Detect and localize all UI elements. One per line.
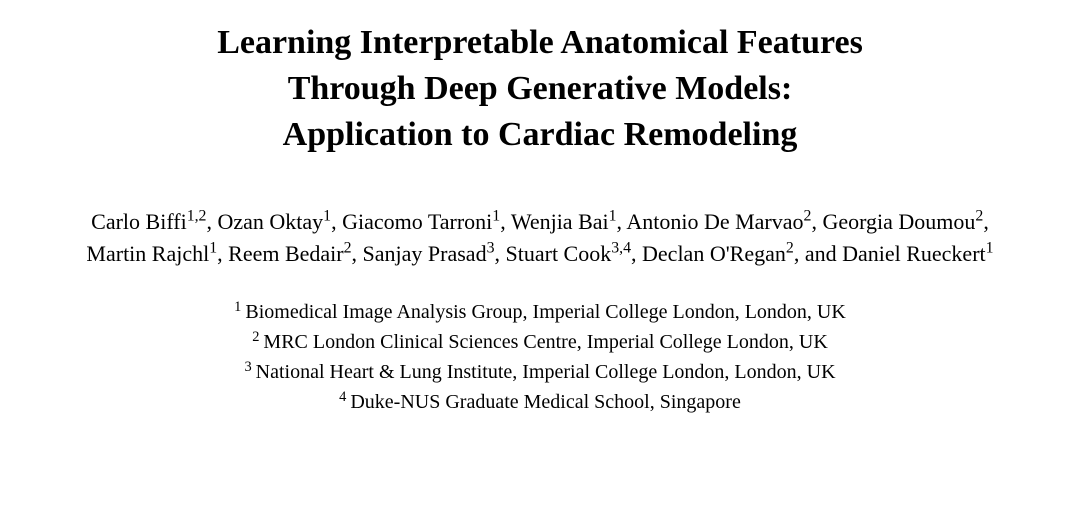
title-line-1: Learning Interpretable Anatomical Featur… <box>217 24 863 61</box>
affiliation-number: 2 <box>252 329 263 345</box>
author-affil-ref: 1,2 <box>187 207 207 224</box>
affiliation-line: 1Biomedical Image Analysis Group, Imperi… <box>60 297 1020 327</box>
author-affil-ref: 1 <box>209 239 217 256</box>
author-name: Ozan Oktay <box>217 209 323 234</box>
author-name: Stuart Cook <box>506 241 612 266</box>
paper-title: Learning Interpretable Anatomical Featur… <box>60 20 1020 158</box>
author-name: Antonio De Marvao <box>626 209 803 234</box>
title-line-3: Application to Cardiac Remodeling <box>283 116 798 153</box>
author-affil-ref: 1 <box>323 207 331 224</box>
affiliation-number: 3 <box>244 359 255 375</box>
author-affil-ref: 1 <box>609 207 617 224</box>
author-affil-ref: 2 <box>975 207 983 224</box>
author-name: Wenjia Bai <box>511 209 609 234</box>
title-line-2: Through Deep Generative Models: <box>288 70 793 107</box>
affiliation-line: 2MRC London Clinical Sciences Centre, Im… <box>60 327 1020 357</box>
author-affil-ref: 2 <box>786 239 794 256</box>
affiliation-text: National Heart & Lung Institute, Imperia… <box>256 361 836 383</box>
author-affil-ref: 2 <box>804 207 812 224</box>
author-name: Giacomo Tarroni <box>342 209 492 234</box>
affiliation-line: 3National Heart & Lung Institute, Imperi… <box>60 357 1020 387</box>
author-affil-ref: 2 <box>344 239 352 256</box>
affiliations-block: 1Biomedical Image Analysis Group, Imperi… <box>60 297 1020 417</box>
author-name: Declan O'Regan <box>642 241 786 266</box>
author-name: Reem Bedair <box>228 241 343 266</box>
author-name: Sanjay Prasad <box>363 241 487 266</box>
author-affil-ref: 3,4 <box>611 239 631 256</box>
author-name: Martin Rajchl <box>86 241 209 266</box>
author-name: Georgia Doumou <box>822 209 975 234</box>
affiliation-number: 1 <box>234 299 245 315</box>
affiliation-text: MRC London Clinical Sciences Centre, Imp… <box>263 331 827 353</box>
authors-block: Carlo Biffi1,2, Ozan Oktay1, Giacomo Tar… <box>60 206 1020 270</box>
affiliation-line: 4Duke-NUS Graduate Medical School, Singa… <box>60 387 1020 417</box>
affiliation-number: 4 <box>339 389 350 405</box>
author-name: Daniel Rueckert <box>842 241 986 266</box>
affiliation-text: Biomedical Image Analysis Group, Imperia… <box>245 301 845 323</box>
author-name: Carlo Biffi <box>91 209 187 234</box>
author-affil-ref: 3 <box>487 239 495 256</box>
author-affil-ref: 1 <box>986 239 994 256</box>
affiliation-text: Duke-NUS Graduate Medical School, Singap… <box>350 391 740 413</box>
author-affil-ref: 1 <box>492 207 500 224</box>
